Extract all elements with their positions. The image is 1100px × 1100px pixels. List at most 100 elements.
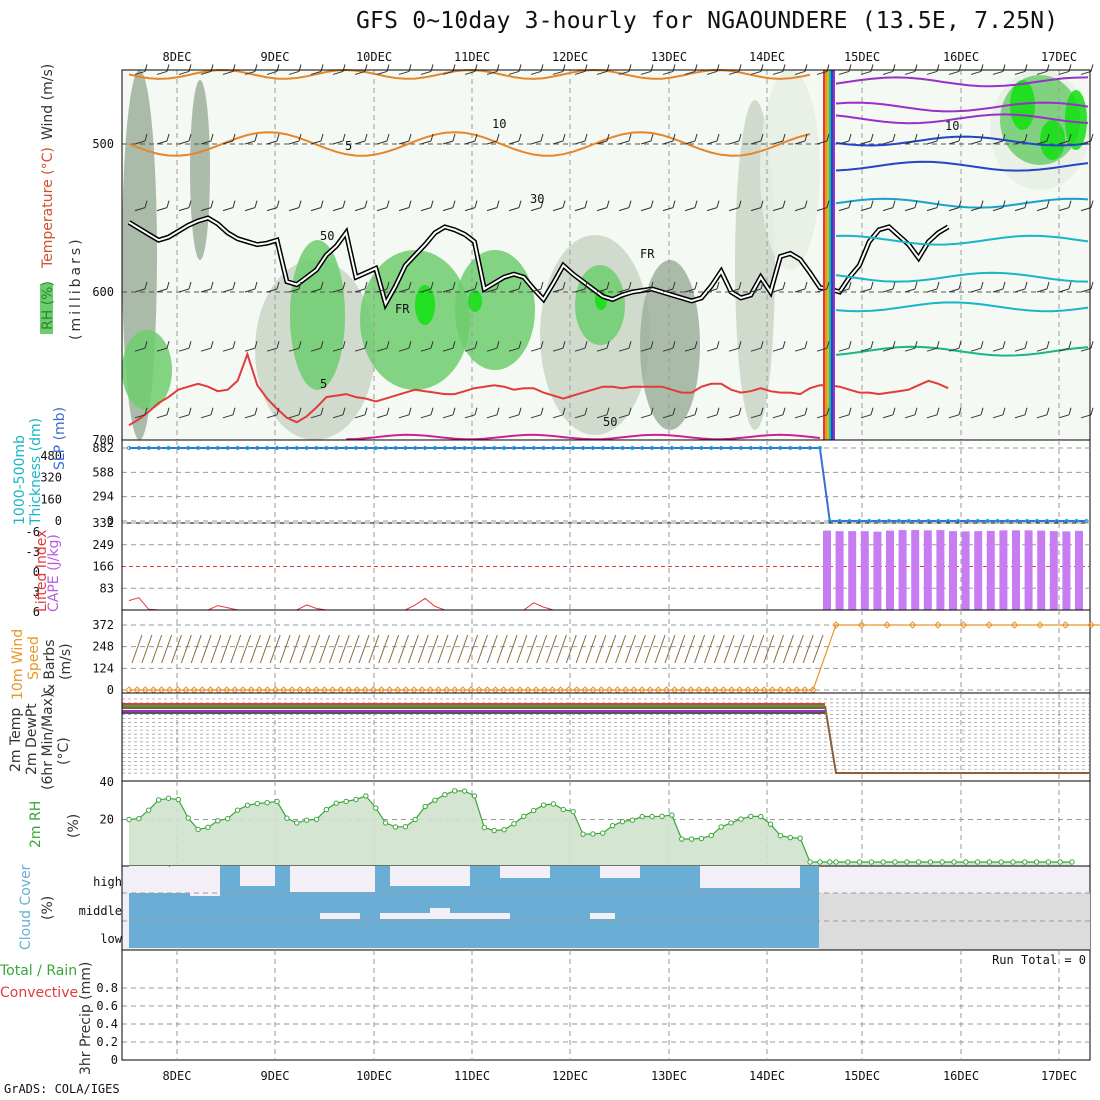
wind-barb-shaft	[772, 288, 784, 293]
wind-barb-shaft	[530, 207, 542, 212]
wind-barb-10m-46	[585, 634, 597, 664]
wind-barb-shaft	[244, 70, 256, 75]
wind-barb-shaft	[1058, 414, 1070, 419]
thickness-point-13	[255, 445, 260, 451]
temp-ylabel-4: (°C)	[56, 737, 72, 765]
wind-barb-10m-68	[802, 634, 814, 664]
temp-drop-line	[824, 705, 1090, 774]
wind-barb-shaft	[398, 140, 410, 145]
thickness-point-63	[748, 445, 753, 451]
wind-barb-flag	[1024, 200, 1028, 208]
thickness-point-56	[679, 445, 684, 451]
wind-barb-191	[464, 341, 478, 352]
wind-barb-shaft	[794, 207, 806, 212]
wind-barb-shaft	[816, 70, 828, 75]
temp-ytick-0: 40	[100, 775, 114, 789]
wind-barb-shaft	[244, 288, 256, 293]
wind-barb-flag	[408, 407, 412, 415]
wind-barb-flag	[584, 281, 588, 290]
rh-legend-swatch	[40, 284, 53, 334]
wind-barb-shaft	[288, 140, 300, 145]
rh2m-point-39	[511, 821, 517, 827]
wind-barb-shaft	[442, 288, 454, 293]
thickness-point-3	[156, 445, 161, 451]
wind-barb-flag	[584, 407, 588, 415]
thickness-point-5	[176, 445, 181, 451]
thickness-point-70	[817, 445, 823, 451]
wind-barb-flag	[1002, 341, 1006, 349]
wind-barb-flag	[210, 133, 214, 142]
wind-barb-10m-67	[792, 634, 804, 664]
wind-barb-shaft	[1014, 70, 1026, 75]
wind-barb-shaft	[508, 207, 520, 212]
wind-barb-140	[310, 281, 324, 293]
wind-barb-50	[266, 133, 280, 145]
wind-barb-shaft	[508, 347, 520, 352]
wind-barb-154	[618, 281, 632, 293]
wind-barb-shaft	[1036, 207, 1048, 212]
cape-bar-6	[898, 530, 907, 610]
wind-speed-marker-33	[394, 686, 402, 694]
wind-barb-106	[530, 200, 544, 212]
wind-barb-shaft	[772, 347, 784, 352]
thickness-point-36	[482, 445, 487, 451]
thickness-point-44	[561, 445, 566, 451]
rh2m-point-22	[343, 798, 349, 805]
wind-speed-marker-64	[646, 686, 654, 694]
wind-barb-177	[156, 341, 170, 352]
wind-barb-flag	[1046, 281, 1050, 290]
wind-barb-flag	[760, 407, 764, 415]
wind-speed-marker-26	[337, 686, 345, 694]
wind-barb-116	[750, 200, 764, 212]
wind-barb-234	[442, 407, 456, 419]
wind-barb-51	[288, 133, 302, 145]
wind-speed-marker-18	[271, 686, 280, 694]
wind-barb-flag	[980, 407, 984, 415]
wind-barb-109	[596, 200, 610, 212]
wind-barb-flag	[914, 133, 918, 142]
thickness-point-11	[235, 445, 240, 451]
wind-barb-44	[134, 133, 148, 145]
wind-barb-flag	[540, 341, 544, 349]
wind-barb-flag	[144, 281, 148, 290]
wind-speed-marker-60	[613, 686, 622, 694]
upper-ytick-1: 600	[92, 285, 114, 299]
wind-barb-shaft	[1014, 288, 1026, 293]
wind-barb-flag	[826, 341, 830, 349]
wind-barb-flag	[716, 133, 720, 142]
rh2m-area	[129, 790, 1072, 866]
cape-bar-2	[848, 531, 857, 610]
wind-barb-flag	[870, 281, 874, 290]
wind-barb-101	[420, 200, 434, 212]
wind-barb-153	[596, 281, 610, 293]
wind-barb-flag	[892, 407, 896, 415]
wind-speed-marker-38	[434, 686, 443, 694]
top-xtick-6: 14DEC	[749, 50, 785, 64]
wind-speed-marker-8	[190, 686, 198, 694]
wind-barb-shaft	[640, 140, 652, 145]
wind-barb-flag	[210, 200, 214, 208]
wind-barb-shaft	[992, 414, 1004, 419]
wind-barb-138	[266, 281, 280, 293]
wind-barb-flag	[562, 200, 566, 208]
precip-frame	[121, 949, 1091, 1061]
wind-barb-10m-20	[328, 634, 340, 664]
wind-barb-132	[134, 281, 148, 293]
wind-barb-flag	[276, 407, 280, 415]
wind-barb-237	[508, 407, 522, 419]
rh2m-point-88	[1022, 859, 1028, 865]
wind-barb-10m-24	[368, 634, 380, 664]
wind-barb-10m-13	[259, 634, 271, 664]
wind-barb-shaft	[376, 347, 388, 352]
wind-barb-shaft	[354, 288, 366, 293]
wind-barb-shaft	[662, 140, 674, 145]
wind-barb-shaft	[794, 288, 806, 293]
wind-barb-98	[354, 200, 368, 212]
li-ytick-1: -3	[26, 545, 40, 559]
wind-barb-shaft	[904, 70, 916, 75]
wind-barb-shaft	[530, 140, 542, 145]
wind-barb-flag	[958, 133, 962, 142]
wind-speed-marker-68	[678, 686, 687, 694]
wind-barb-shaft	[266, 140, 278, 145]
wind-barb-flag	[1090, 64, 1094, 72]
